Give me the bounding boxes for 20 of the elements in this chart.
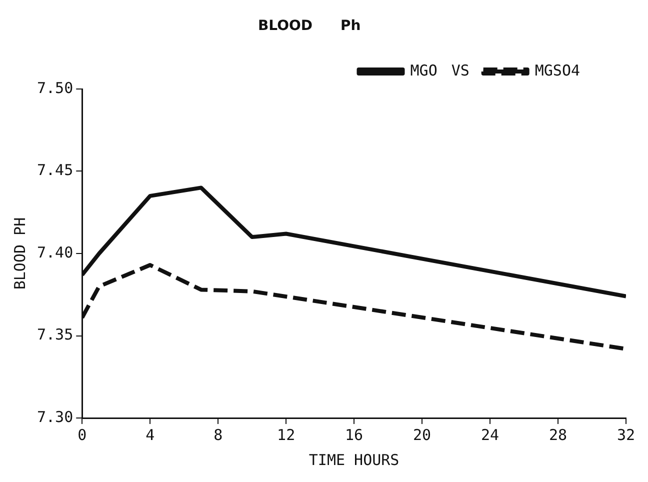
x-tick-label: 24 <box>481 426 500 444</box>
x-tick-label: 16 <box>345 426 364 444</box>
x-tick-label: 4 <box>146 426 155 444</box>
x-axis-title: TIME HOURS <box>308 450 400 469</box>
y-axis-title: BLOOD PH <box>10 217 29 290</box>
y-tick-label: 7.50 <box>37 78 74 97</box>
y-tick-label: 7.40 <box>37 243 74 262</box>
legend-label: MGO <box>410 61 438 80</box>
x-tick-label: 32 <box>616 426 636 444</box>
x-tick-label: 8 <box>214 426 223 444</box>
y-tick-label: 7.35 <box>37 326 74 344</box>
x-tick-label: 12 <box>277 426 296 444</box>
chart-title: BLOOD Ph <box>258 18 361 34</box>
y-tick-label: 7.45 <box>37 161 74 180</box>
legend-label: MGSO4 <box>534 61 580 80</box>
x-tick-label: 20 <box>413 426 432 444</box>
text: VS <box>451 61 470 80</box>
x-tick-label: 0 <box>78 426 87 444</box>
x-tick-label: 28 <box>548 426 568 444</box>
y-tick-label: 7.30 <box>37 408 74 426</box>
